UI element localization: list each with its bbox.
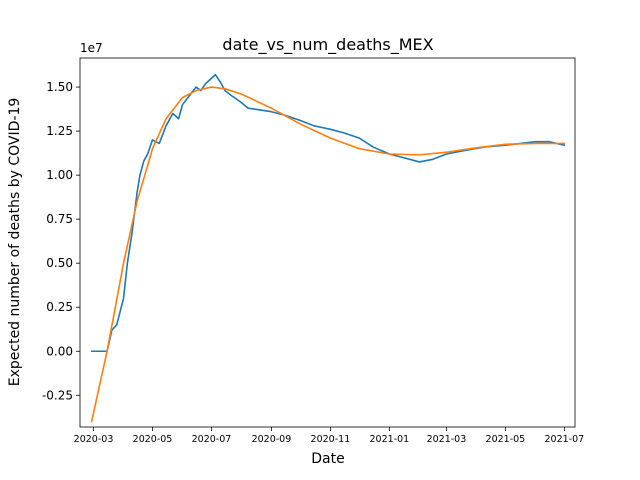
axes-frame <box>79 57 576 428</box>
y-tick-label: 0.25 <box>46 300 73 314</box>
series-line-1 <box>90 73 566 353</box>
y-tick-label: -0.25 <box>42 388 73 402</box>
axes-layer: 2020-03 2020-05 2020-07 2020-09 2020-11 2021-… <box>42 57 585 445</box>
x-tick-label: 2020-09 <box>252 434 292 445</box>
y-tick-label: 1.50 <box>46 80 73 94</box>
chart-title: date_vs_num_deaths_MEX <box>222 35 433 55</box>
y-offset-label: 1e7 <box>80 41 103 55</box>
y-tick-label: 1.00 <box>46 168 73 182</box>
x-axis-label: Date <box>311 451 344 467</box>
x-tick-label: 2020-05 <box>133 434 173 445</box>
y-axis-label: Expected number of deaths by COVID-19 <box>7 98 23 387</box>
y-tick-label: 1.25 <box>46 124 73 138</box>
x-tick-label: 2021-07 <box>545 434 585 445</box>
x-tick-label: 2020-03 <box>74 434 114 445</box>
series-line-2 <box>90 86 566 423</box>
y-tick-label: 0.00 <box>46 344 73 358</box>
x-tick-label: 2021-01 <box>370 434 410 445</box>
x-tick-label: 2020-07 <box>192 434 232 445</box>
y-tick-label: 0.75 <box>46 212 73 226</box>
y-tick-label: 0.50 <box>46 256 73 270</box>
x-tick-label: 2021-03 <box>427 434 467 445</box>
series-layer <box>90 73 566 423</box>
x-tick-label: 2021-05 <box>486 434 526 445</box>
x-tick-label: 2020-11 <box>311 434 351 445</box>
